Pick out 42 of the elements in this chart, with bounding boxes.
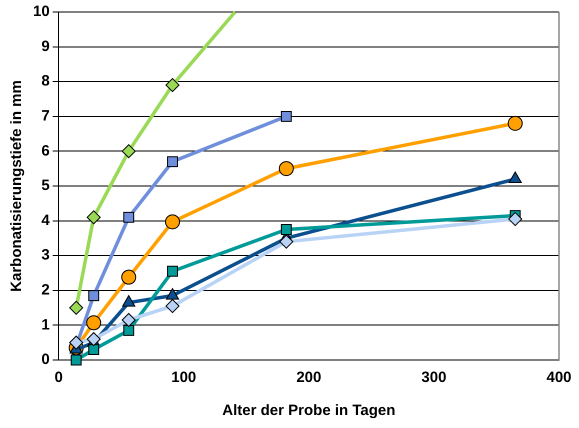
y-tick-label: 10 (32, 3, 50, 20)
point (166, 78, 180, 92)
x-tick-label: 200 (296, 369, 322, 386)
y-tick-label: 7 (41, 108, 50, 125)
y-tick-label: 0 (41, 351, 50, 368)
point (122, 312, 136, 327)
point (86, 332, 101, 346)
point (123, 212, 134, 223)
y-tick-label: 9 (41, 38, 50, 55)
point (70, 354, 82, 366)
point (69, 336, 84, 350)
y-tick-label: 5 (41, 177, 50, 194)
point (86, 315, 102, 330)
point (508, 116, 523, 131)
y-tick-label: 2 (41, 282, 50, 299)
y-tick-label: 4 (41, 212, 50, 229)
point (167, 266, 178, 277)
point (88, 290, 100, 302)
x-axis-title: Alter der Probe in Tagen (222, 402, 396, 420)
x-tick-label: 0 (54, 369, 63, 386)
y-axis-title: Karbonatisierungstiefe in mm (8, 80, 26, 292)
y-tick-label: 8 (41, 72, 50, 90)
point (167, 156, 178, 168)
point (280, 224, 292, 235)
point (279, 234, 294, 249)
point (123, 324, 134, 336)
point (69, 300, 84, 315)
point (165, 214, 180, 230)
point (86, 210, 101, 224)
point (166, 299, 180, 314)
point (122, 144, 136, 158)
point (278, 161, 294, 176)
point (88, 344, 100, 356)
y-tick-label: 6 (41, 142, 50, 160)
x-tick-label: 400 (546, 369, 572, 386)
y-tick-label: 3 (41, 246, 50, 264)
point (508, 212, 522, 226)
y-tick-label: 1 (41, 316, 50, 334)
x-tick-label: 300 (421, 369, 446, 386)
point (280, 110, 292, 122)
x-tick-label: 100 (171, 369, 196, 386)
point (121, 270, 136, 285)
